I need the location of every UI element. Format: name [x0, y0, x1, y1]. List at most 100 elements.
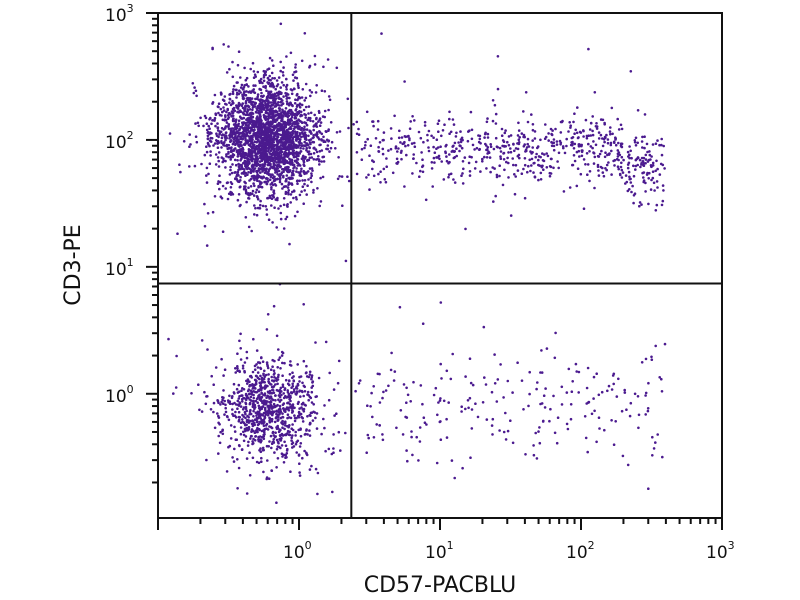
data-point — [211, 119, 214, 122]
data-point — [542, 168, 545, 171]
data-point — [265, 213, 269, 216]
data-point — [571, 163, 575, 167]
data-point — [277, 129, 280, 132]
data-point — [553, 431, 557, 435]
data-point — [533, 130, 537, 133]
data-point — [303, 182, 306, 186]
data-point — [256, 115, 259, 118]
data-point — [437, 401, 440, 404]
data-point — [375, 423, 379, 426]
data-point — [300, 96, 304, 99]
data-point — [419, 384, 423, 387]
data-point — [303, 390, 307, 393]
data-point — [400, 157, 403, 161]
data-point — [237, 397, 241, 400]
data-point — [294, 196, 298, 199]
data-point — [259, 406, 263, 409]
data-point — [250, 97, 254, 100]
data-point — [237, 168, 240, 172]
data-point — [260, 159, 264, 162]
data-point — [327, 140, 330, 143]
data-point — [270, 197, 274, 200]
data-point — [595, 127, 599, 130]
data-point — [243, 129, 246, 132]
data-point — [217, 452, 220, 455]
data-point — [250, 390, 254, 394]
data-point — [250, 192, 254, 195]
data-point — [229, 424, 233, 427]
data-point — [253, 91, 257, 95]
data-point — [212, 144, 215, 147]
data-point — [460, 410, 463, 413]
data-point — [578, 155, 581, 158]
data-point — [643, 135, 646, 138]
data-point — [266, 390, 270, 394]
data-point — [504, 145, 508, 148]
data-point — [269, 155, 273, 158]
data-point — [269, 417, 272, 421]
data-point — [325, 130, 328, 133]
data-point — [256, 126, 259, 129]
data-point — [213, 195, 217, 198]
data-point — [231, 60, 234, 64]
data-point — [502, 430, 506, 434]
data-point — [222, 402, 225, 406]
data-point — [244, 185, 247, 188]
data-point — [573, 112, 576, 115]
data-point — [470, 408, 474, 411]
data-point — [256, 105, 260, 108]
data-point — [273, 451, 276, 454]
x-tick-label: 100 — [283, 539, 312, 563]
data-point — [327, 129, 330, 132]
data-point — [549, 407, 552, 411]
data-point — [274, 431, 277, 435]
data-point — [258, 164, 262, 168]
data-point — [530, 157, 534, 161]
data-point — [432, 145, 435, 149]
data-point — [236, 155, 240, 158]
data-point — [609, 132, 612, 136]
data-point — [303, 125, 306, 129]
data-point — [257, 184, 260, 188]
data-point — [223, 144, 226, 147]
data-point — [236, 365, 239, 368]
data-point — [270, 446, 273, 450]
data-point — [303, 99, 307, 102]
data-point — [507, 176, 510, 179]
data-point — [234, 367, 237, 370]
data-point — [329, 146, 333, 150]
data-point — [262, 437, 266, 441]
data-point — [216, 122, 219, 125]
data-point — [322, 139, 325, 142]
data-point — [167, 337, 170, 341]
data-points-layer — [167, 22, 667, 505]
data-point — [585, 134, 589, 138]
data-point — [588, 170, 592, 173]
data-point — [281, 157, 284, 161]
data-point — [253, 439, 257, 442]
data-point — [382, 167, 386, 171]
data-point — [230, 114, 233, 118]
data-point — [266, 459, 269, 462]
data-point — [422, 416, 426, 420]
data-point — [221, 118, 225, 122]
data-point — [498, 429, 501, 432]
data-point — [654, 169, 657, 173]
data-point — [331, 490, 334, 494]
data-point — [626, 166, 630, 170]
data-point — [310, 156, 314, 159]
data-point — [318, 117, 322, 120]
data-point — [248, 420, 251, 423]
data-point — [592, 140, 595, 143]
data-point — [523, 143, 526, 146]
data-point — [503, 168, 506, 172]
data-point — [624, 174, 628, 177]
data-point — [252, 76, 256, 79]
data-point — [298, 179, 301, 183]
data-point — [236, 458, 239, 461]
data-point — [300, 190, 303, 193]
data-point — [556, 416, 560, 420]
data-point — [603, 428, 606, 432]
data-point — [270, 122, 274, 126]
data-point — [247, 157, 250, 161]
